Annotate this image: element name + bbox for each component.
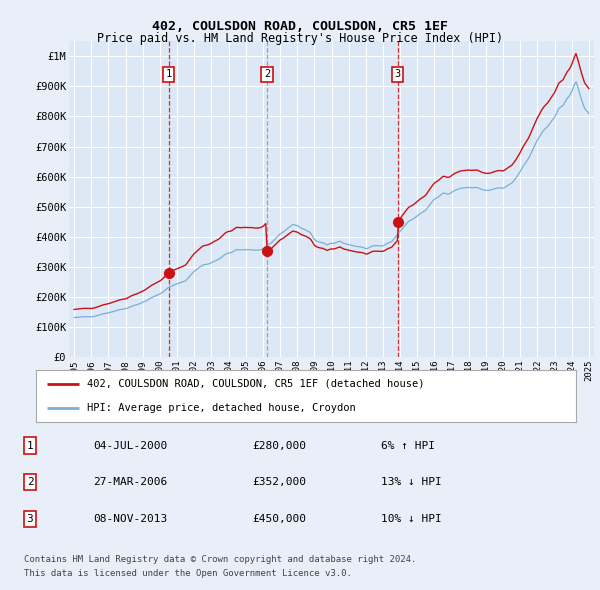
- Text: £352,000: £352,000: [252, 477, 306, 487]
- Text: 402, COULSDON ROAD, COULSDON, CR5 1EF (detached house): 402, COULSDON ROAD, COULSDON, CR5 1EF (d…: [88, 379, 425, 389]
- Text: 27-MAR-2006: 27-MAR-2006: [93, 477, 167, 487]
- Text: 402, COULSDON ROAD, COULSDON, CR5 1EF: 402, COULSDON ROAD, COULSDON, CR5 1EF: [152, 20, 448, 33]
- Text: This data is licensed under the Open Government Licence v3.0.: This data is licensed under the Open Gov…: [24, 569, 352, 578]
- Text: 08-NOV-2013: 08-NOV-2013: [93, 514, 167, 524]
- Text: 04-JUL-2000: 04-JUL-2000: [93, 441, 167, 451]
- Text: Price paid vs. HM Land Registry's House Price Index (HPI): Price paid vs. HM Land Registry's House …: [97, 32, 503, 45]
- Text: 2: 2: [26, 477, 34, 487]
- Text: 13% ↓ HPI: 13% ↓ HPI: [381, 477, 442, 487]
- Text: Contains HM Land Registry data © Crown copyright and database right 2024.: Contains HM Land Registry data © Crown c…: [24, 555, 416, 564]
- Text: £280,000: £280,000: [252, 441, 306, 451]
- Text: 1: 1: [26, 441, 34, 451]
- Text: 3: 3: [394, 70, 401, 80]
- Text: 2: 2: [264, 70, 270, 80]
- Text: 10% ↓ HPI: 10% ↓ HPI: [381, 514, 442, 524]
- Text: 1: 1: [166, 70, 172, 80]
- Text: 3: 3: [26, 514, 34, 524]
- Text: 6% ↑ HPI: 6% ↑ HPI: [381, 441, 435, 451]
- Text: £450,000: £450,000: [252, 514, 306, 524]
- Text: HPI: Average price, detached house, Croydon: HPI: Average price, detached house, Croy…: [88, 403, 356, 413]
